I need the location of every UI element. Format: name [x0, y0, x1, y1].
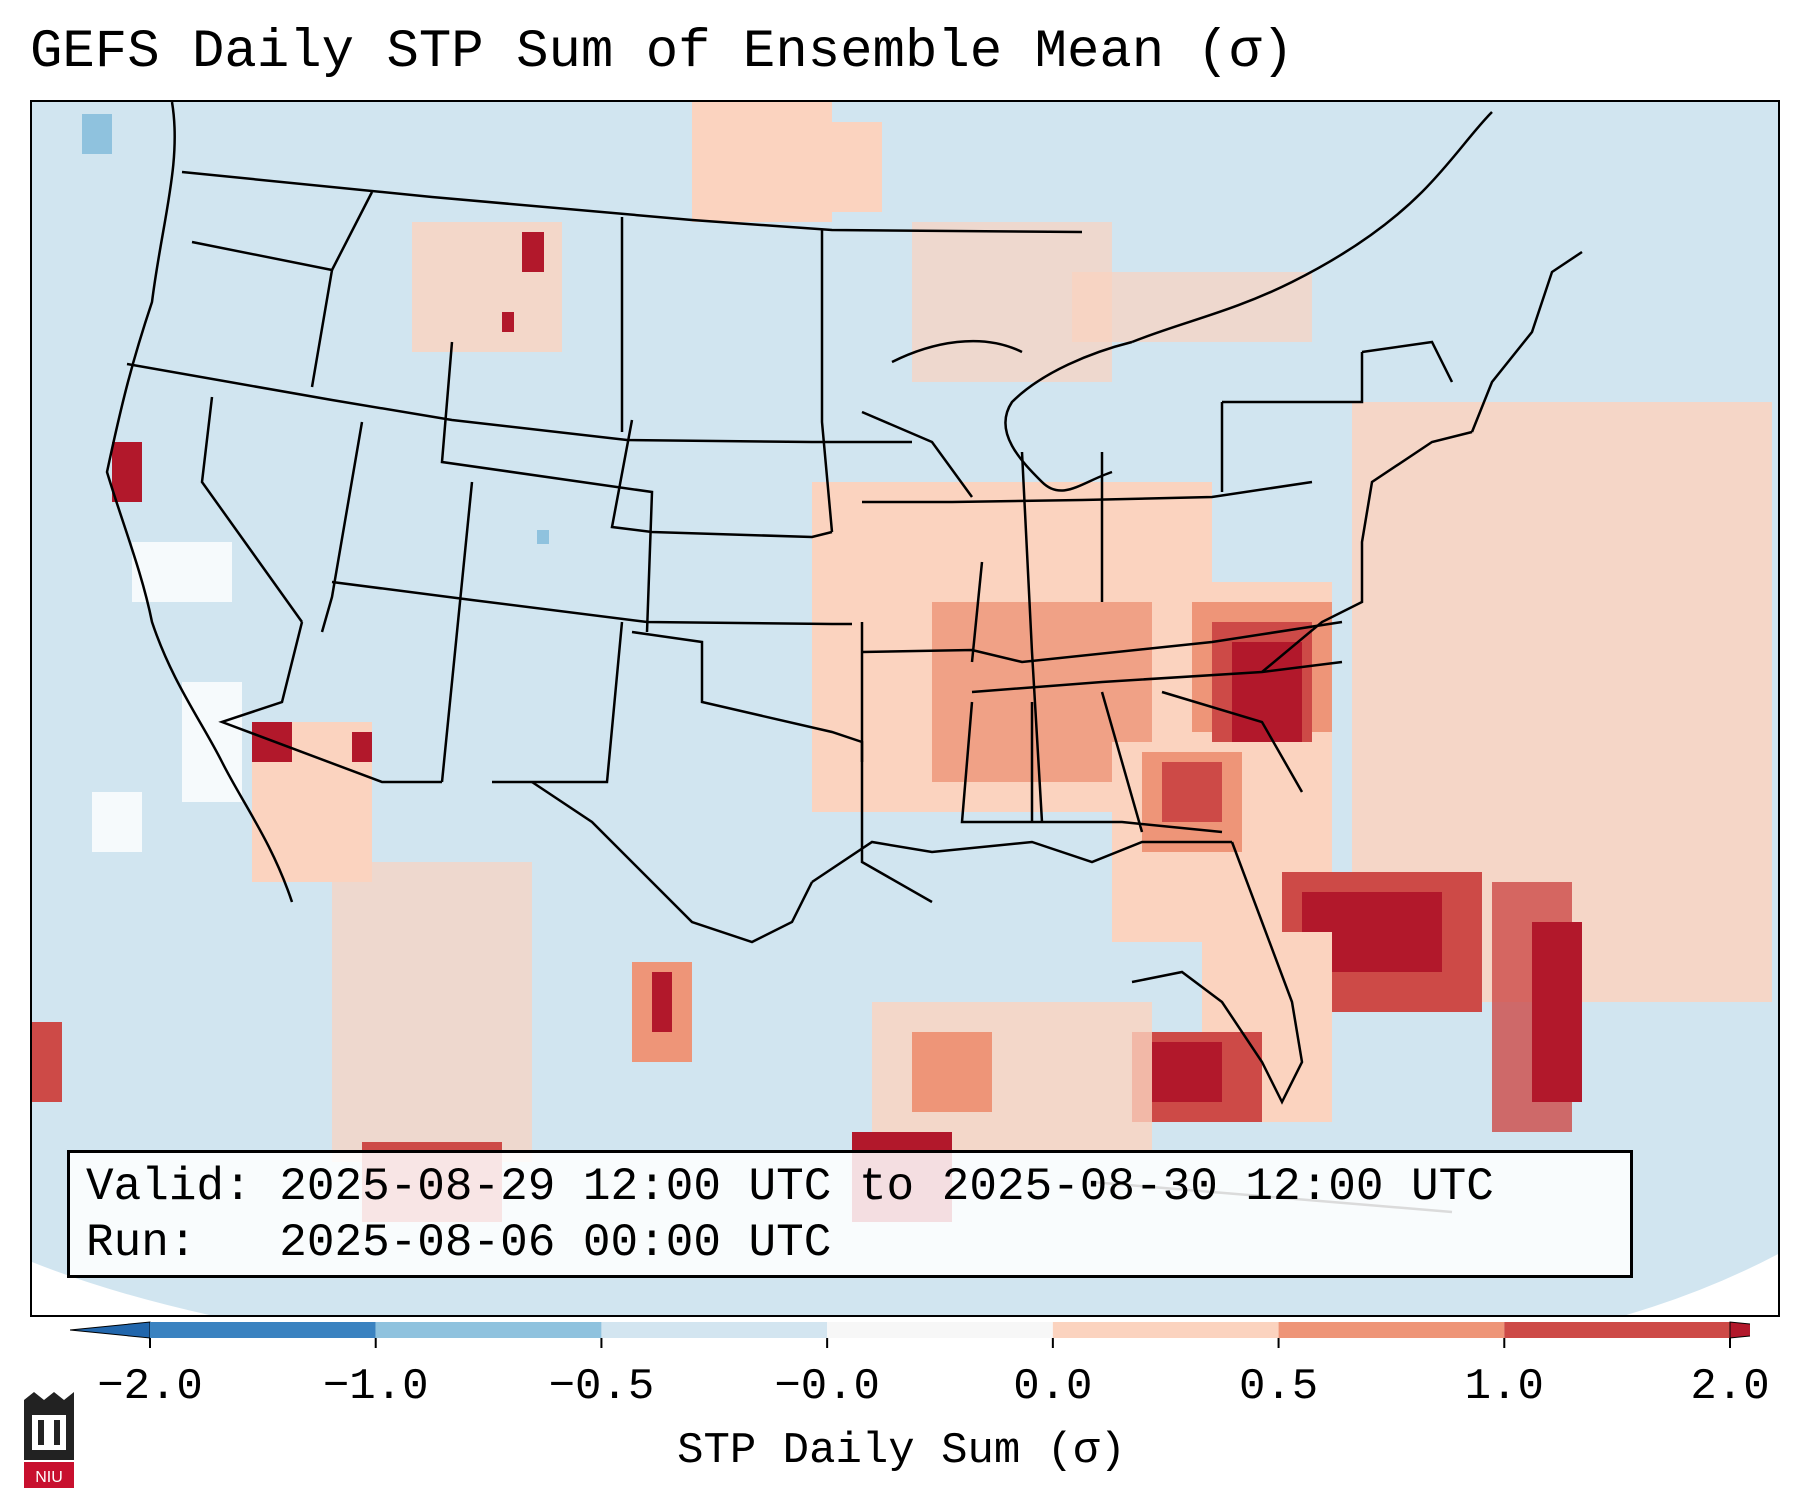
- state-borders: [105, 102, 1583, 1214]
- colorbar-segment: [1278, 1322, 1505, 1338]
- validity-info-box: Valid: 2025-08-29 12:00 UTC to 2025-08-3…: [67, 1150, 1633, 1278]
- map-title: GEFS Daily STP Sum of Ensemble Mean (σ): [30, 22, 1294, 83]
- colorbar-segment: [1504, 1322, 1730, 1338]
- colorbar-tick-label: 2.0: [1690, 1362, 1770, 1412]
- run-line: Run: 2025-08-06 00:00 UTC: [86, 1215, 1614, 1271]
- colorbar: [70, 1321, 1750, 1348]
- niu-logo-text: NIU: [35, 1469, 63, 1486]
- colorbar-tick-label: −1.0: [322, 1362, 429, 1412]
- colorbar-segments: [150, 1322, 1730, 1338]
- anomaly-cells: [32, 102, 1772, 1222]
- anomaly-cell: [352, 732, 372, 762]
- colorbar-tick-label: −0.0: [774, 1362, 880, 1412]
- colorbar-extend-high: [1729, 1321, 1750, 1339]
- anomaly-cell: [32, 1022, 62, 1102]
- valid-line: Valid: 2025-08-29 12:00 UTC to 2025-08-3…: [86, 1159, 1614, 1215]
- anomaly-cell: [652, 972, 672, 1032]
- anomaly-cell: [92, 792, 142, 852]
- anomaly-cell: [1532, 922, 1582, 1102]
- anomaly-cell: [912, 1032, 992, 1112]
- colorbar-segment: [1052, 1322, 1279, 1338]
- niu-logo: NIU: [24, 1392, 74, 1488]
- anomaly-cell: [112, 442, 142, 502]
- colorbar-segment: [827, 1322, 1053, 1338]
- valid-label: Valid:: [86, 1161, 252, 1213]
- anomaly-cell: [82, 114, 112, 154]
- colorbar-extend-low: [70, 1321, 151, 1339]
- colorbar-tick-label: 0.0: [1013, 1362, 1093, 1412]
- anomaly-cell: [692, 102, 832, 222]
- anomaly-cell: [1162, 762, 1222, 822]
- anomaly-cell: [1072, 272, 1312, 342]
- anomaly-cell: [522, 232, 544, 272]
- valid-value: 2025-08-29 12:00 UTC to 2025-08-30 12:00…: [279, 1161, 1494, 1213]
- map-panel: [30, 100, 1780, 1317]
- run-label: Run:: [86, 1217, 197, 1269]
- colorbar-tick-label: −0.5: [548, 1362, 655, 1412]
- anomaly-cell: [822, 122, 882, 212]
- colorbar-segment: [150, 1322, 376, 1338]
- anomaly-cell: [332, 862, 532, 1162]
- run-value: 2025-08-06 00:00 UTC: [279, 1217, 832, 1269]
- anomaly-cell: [502, 312, 514, 332]
- colorbar-tick-label: 1.0: [1464, 1362, 1544, 1412]
- anomaly-cell: [132, 542, 232, 602]
- colorbar-label: STP Daily Sum (σ): [677, 1426, 1126, 1476]
- map-canvas: [32, 102, 1778, 1315]
- anomaly-cell: [537, 530, 549, 544]
- colorbar-segment: [375, 1322, 602, 1338]
- anomaly-cell: [1152, 1042, 1222, 1102]
- colorbar-ticks: [149, 1338, 1731, 1348]
- colorbar-tick-label: 0.5: [1238, 1362, 1319, 1412]
- anomaly-cell: [1232, 642, 1302, 742]
- colorbar-segment: [601, 1322, 828, 1338]
- colorbar-tick-label: −2.0: [97, 1362, 203, 1412]
